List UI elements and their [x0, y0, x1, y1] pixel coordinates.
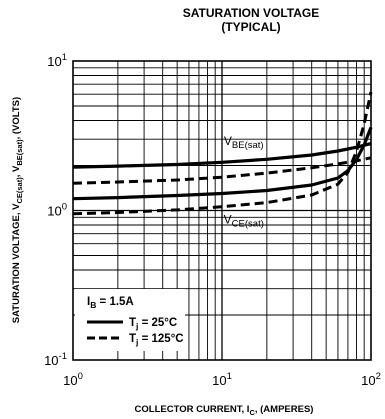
y-tick-label-0: 10-1 — [44, 351, 67, 368]
legend-background — [75, 289, 185, 351]
x-tick-label-1: 101 — [212, 371, 232, 388]
legend-condition: IB = 1.5A — [87, 296, 134, 310]
y-axis-label: SATURATION VOLTAGE, VCE(sat), VBE(sat), … — [11, 97, 24, 323]
y-tick-label-2: 101 — [47, 52, 67, 69]
series-line-vbe-25 — [72, 142, 372, 169]
chart-subtitle: (TYPICAL) — [221, 20, 280, 34]
x-tick-label-0: 100 — [63, 371, 83, 388]
legend: IB = 1.5A Tj = 25°C Tj = 125°C — [75, 289, 185, 351]
series-line-vbe-125 — [72, 156, 372, 185]
series-layer — [72, 91, 373, 216]
curve-label-vce: VCE(sat) — [224, 212, 264, 229]
y-tick-label-1: 100 — [47, 202, 67, 219]
chart-title: SATURATION VOLTAGE — [183, 6, 319, 20]
legend-label-solid: Tj = 25°C — [129, 317, 177, 331]
plot-frame — [72, 60, 372, 361]
legend-label-dashed: Tj = 125°C — [129, 333, 184, 347]
series-line-vce-125 — [72, 91, 373, 216]
tick-label-layer: 100 101 102 10-1 100 101 — [44, 52, 381, 388]
curve-label-layer: VBE(sat) VCE(sat) — [224, 134, 264, 230]
series-line-vce-25 — [72, 126, 373, 201]
curve-label-vbe: VBE(sat) — [224, 134, 264, 151]
grid — [72, 60, 372, 361]
x-tick-label-2: 102 — [361, 371, 381, 388]
x-axis-label: COLLECTOR CURRENT, IC, (AMPERES) — [135, 404, 314, 417]
